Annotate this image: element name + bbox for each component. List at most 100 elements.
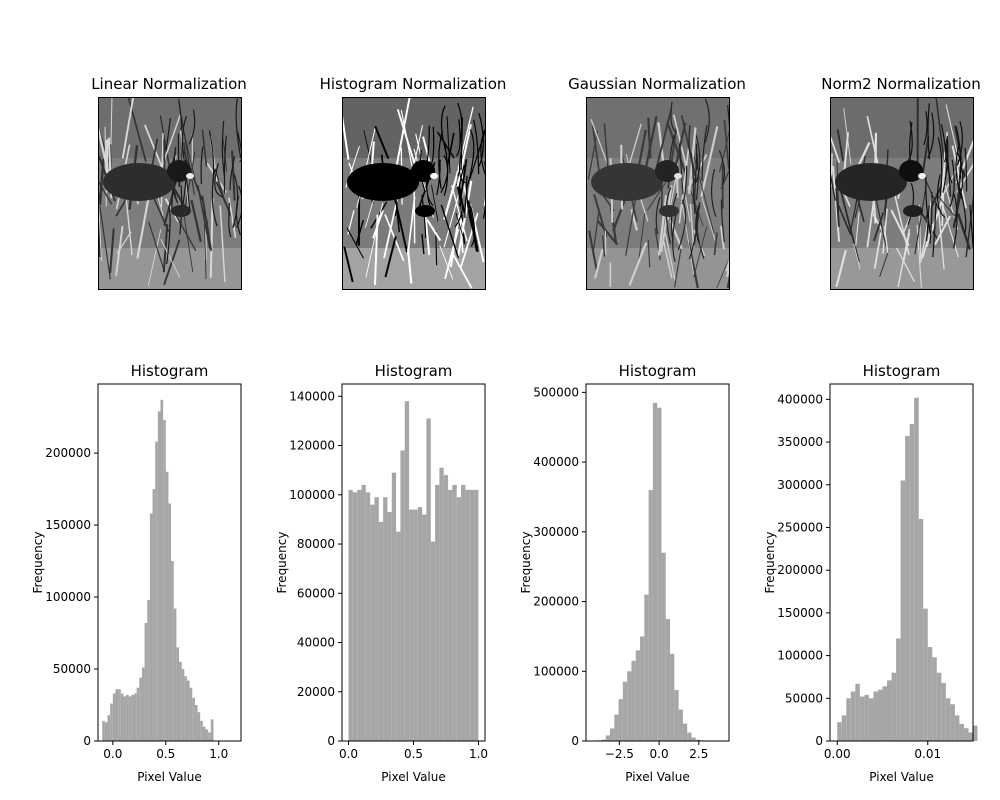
histogram-bar: [383, 497, 388, 741]
x-tick-label: −2.5: [605, 747, 634, 761]
histogram-bar: [443, 475, 449, 741]
normalized-photo-norm2: [830, 97, 974, 290]
histogram-bar: [179, 661, 182, 741]
y-tick-label: 0: [571, 734, 579, 748]
histogram-bar: [391, 472, 397, 741]
histogram-bar: [469, 489, 475, 741]
photo-image: [343, 98, 485, 289]
histogram-bar: [687, 732, 692, 741]
y-tick-label: 140000: [289, 389, 335, 403]
histogram-bar: [855, 683, 860, 741]
histogram-bar: [155, 441, 158, 741]
histogram-bar: [378, 521, 384, 741]
photo-title: Norm2 Normalization: [821, 75, 981, 93]
histogram-bar: [859, 696, 865, 741]
y-tick-label: 250000: [777, 520, 823, 534]
histogram-bar: [914, 397, 919, 741]
histogram-bar: [189, 687, 193, 741]
histogram-bar: [104, 722, 108, 741]
histogram-bar: [877, 689, 883, 741]
x-tick-label: 0.00: [824, 747, 851, 761]
normalized-photo-gaussian: [586, 97, 730, 290]
y-tick-label: 0: [815, 734, 823, 748]
histogram-bar: [452, 484, 457, 741]
histogram-bar: [163, 419, 166, 741]
histogram-bar: [197, 712, 201, 741]
histogram-bar: [609, 728, 615, 741]
histogram-bar: [357, 489, 362, 741]
histogram-bar: [435, 484, 440, 741]
y-tick-label: 400000: [533, 455, 579, 469]
histogram-bar: [361, 484, 366, 741]
histogram-bar: [171, 561, 174, 741]
histogram-bar: [448, 489, 453, 741]
histogram-bar: [905, 436, 910, 741]
histogram-bar: [900, 480, 906, 741]
histogram-bar: [110, 703, 113, 741]
histogram-bar: [670, 653, 675, 741]
y-tick-label: 50000: [53, 662, 91, 676]
histogram-bar: [622, 681, 628, 741]
y-tick-label: 200000: [533, 595, 579, 609]
histogram-bar: [601, 739, 606, 741]
histogram-bar: [192, 697, 195, 741]
y-tick-label: 150000: [45, 518, 91, 532]
histogram-bar: [700, 740, 705, 741]
y-tick-label: 0: [327, 734, 335, 748]
x-tick-label: 0.0: [103, 747, 122, 761]
histogram-bar: [891, 672, 897, 741]
histogram-bar: [640, 636, 645, 741]
y-tick-label: 40000: [297, 636, 335, 650]
y-tick-label: 500000: [533, 385, 579, 399]
histogram-bar: [635, 650, 641, 741]
histogram-bar: [152, 489, 156, 741]
histogram-bar: [973, 725, 978, 741]
histogram-bar: [909, 424, 915, 741]
histogram-bar: [896, 638, 901, 741]
histogram-bar: [176, 647, 180, 741]
histogram-bar: [868, 698, 874, 741]
x-tick-label: 0.01: [914, 747, 941, 761]
histogram-bar: [102, 720, 105, 741]
x-axis-label: Pixel Value: [137, 770, 202, 784]
histogram-bar: [120, 693, 124, 741]
histogram-bar: [173, 608, 177, 741]
y-axis-label: Frequency: [31, 532, 45, 594]
histogram-bar: [657, 407, 662, 741]
histogram-bar: [404, 401, 410, 741]
x-tick-label: 0.0: [650, 747, 669, 761]
y-tick-label: 120000: [289, 439, 335, 453]
chart-title: Histogram: [131, 362, 209, 380]
histogram-bar: [136, 687, 140, 741]
histogram-bar: [678, 709, 683, 741]
histogram-bar: [123, 696, 127, 741]
histogram-bar: [950, 704, 955, 741]
histogram-bar: [205, 729, 209, 741]
chart-title: Histogram: [375, 362, 453, 380]
histogram-bar: [208, 732, 211, 741]
histogram-bar: [348, 489, 353, 741]
histogram-bar: [846, 698, 851, 741]
histogram-bar: [430, 541, 436, 741]
chart-title: Histogram: [863, 362, 941, 380]
histogram-bar: [665, 618, 671, 741]
histogram-bar: [882, 686, 888, 741]
normalized-photo-linear: [98, 97, 242, 290]
histogram-bar: [370, 504, 375, 741]
y-tick-label: 60000: [297, 586, 335, 600]
histogram-bar: [936, 672, 942, 741]
histogram-bar: [165, 471, 169, 741]
y-tick-label: 100000: [289, 488, 335, 502]
y-axis-label: Frequency: [763, 532, 777, 594]
histogram-bar: [202, 726, 206, 741]
histogram-bar: [932, 657, 937, 741]
histogram-bar: [873, 691, 878, 741]
y-tick-label: 20000: [297, 685, 335, 699]
histogram-bar: [144, 622, 148, 741]
histogram-bar: [157, 411, 161, 741]
histogram-bar: [887, 680, 892, 741]
histogram-bar: [627, 671, 632, 741]
histogram-bar: [674, 690, 679, 741]
histogram-bar: [128, 696, 132, 741]
histogram-bar: [374, 497, 379, 741]
